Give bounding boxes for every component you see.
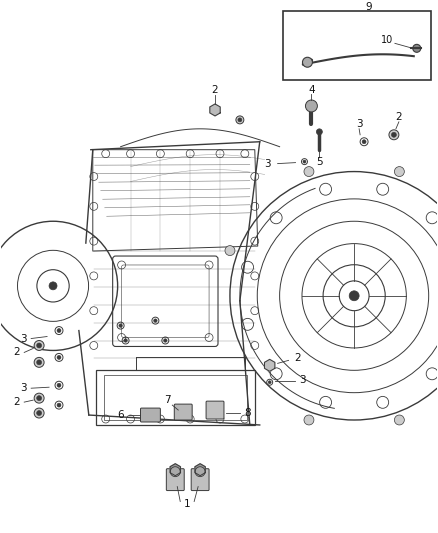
FancyBboxPatch shape — [141, 408, 160, 422]
Text: 2: 2 — [13, 397, 20, 407]
Bar — [283, 11, 431, 80]
Text: 6: 6 — [117, 410, 124, 420]
Bar — [96, 370, 255, 425]
Circle shape — [394, 167, 404, 176]
Circle shape — [119, 324, 122, 327]
Circle shape — [303, 57, 312, 67]
Text: 2: 2 — [294, 353, 301, 364]
Text: 5: 5 — [316, 157, 323, 167]
Circle shape — [304, 415, 314, 425]
Circle shape — [236, 116, 244, 124]
Circle shape — [303, 160, 306, 163]
Polygon shape — [195, 464, 205, 475]
Circle shape — [304, 167, 314, 176]
Circle shape — [225, 246, 235, 255]
Circle shape — [305, 100, 318, 112]
Bar — [104, 375, 247, 420]
Circle shape — [57, 356, 61, 359]
Circle shape — [37, 410, 42, 416]
FancyBboxPatch shape — [166, 469, 184, 490]
Circle shape — [34, 341, 44, 350]
FancyBboxPatch shape — [191, 469, 209, 490]
Text: 1: 1 — [184, 499, 191, 510]
Circle shape — [238, 118, 242, 122]
Circle shape — [316, 129, 322, 135]
Polygon shape — [170, 464, 180, 475]
Circle shape — [362, 140, 366, 144]
Text: 2: 2 — [13, 348, 20, 358]
Circle shape — [49, 282, 57, 290]
Text: 9: 9 — [366, 2, 372, 12]
Text: 8: 8 — [244, 408, 251, 418]
Text: 3: 3 — [356, 119, 362, 129]
Polygon shape — [210, 104, 220, 116]
Circle shape — [413, 44, 421, 52]
Circle shape — [195, 467, 205, 477]
Text: 4: 4 — [308, 85, 315, 95]
Circle shape — [164, 339, 167, 342]
Text: 10: 10 — [381, 35, 393, 45]
Circle shape — [57, 383, 61, 387]
Text: 2: 2 — [396, 112, 402, 122]
Circle shape — [394, 415, 404, 425]
FancyBboxPatch shape — [174, 404, 192, 420]
Circle shape — [389, 130, 399, 140]
Text: 2: 2 — [212, 85, 218, 95]
Circle shape — [57, 328, 61, 333]
Circle shape — [37, 395, 42, 401]
Text: 7: 7 — [164, 395, 171, 405]
Circle shape — [124, 339, 127, 342]
Circle shape — [349, 291, 359, 301]
Circle shape — [57, 403, 61, 407]
Text: 3: 3 — [265, 159, 271, 168]
Circle shape — [392, 132, 396, 138]
Circle shape — [154, 319, 157, 322]
Circle shape — [34, 408, 44, 418]
Polygon shape — [265, 359, 275, 372]
Circle shape — [34, 358, 44, 367]
Circle shape — [34, 393, 44, 403]
FancyBboxPatch shape — [206, 401, 224, 419]
Text: 3: 3 — [299, 375, 306, 385]
Circle shape — [37, 360, 42, 365]
Text: 3: 3 — [20, 334, 27, 343]
Text: 3: 3 — [20, 383, 27, 393]
Circle shape — [170, 467, 180, 477]
Circle shape — [37, 343, 42, 348]
Circle shape — [268, 381, 271, 384]
